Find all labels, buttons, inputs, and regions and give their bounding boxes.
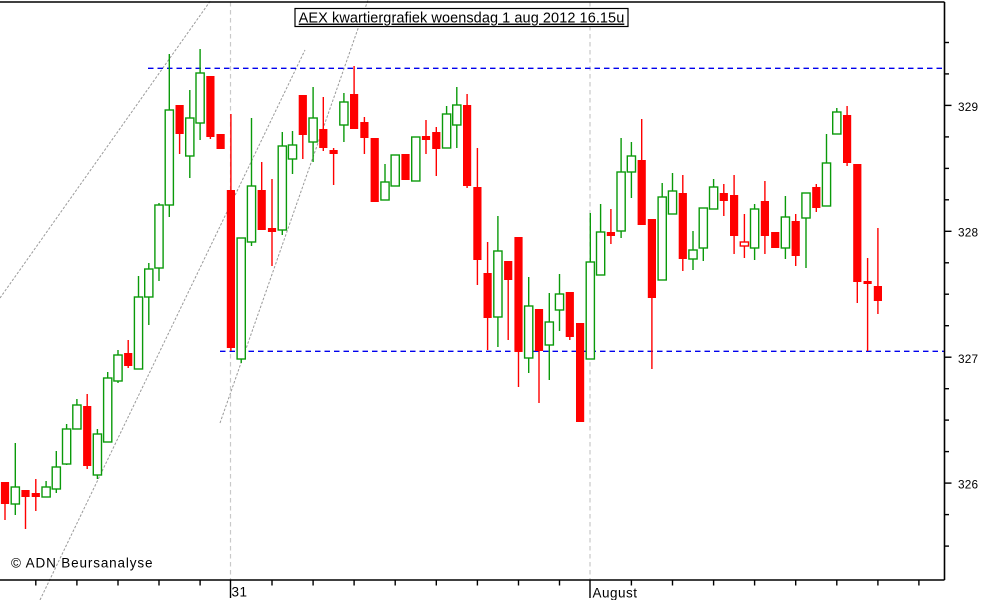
svg-text:AEX kwartiergrafiek woensdag 1: AEX kwartiergrafiek woensdag 1 aug 2012 …: [299, 11, 625, 27]
svg-text:328: 328: [958, 226, 979, 240]
svg-text:© ADN Beursanalyse: © ADN Beursanalyse: [11, 556, 153, 571]
svg-text:August: August: [593, 586, 638, 600]
svg-text:31: 31: [232, 585, 248, 600]
svg-text:329: 329: [958, 100, 978, 114]
svg-text:326: 326: [958, 478, 979, 492]
svg-text:327: 327: [958, 352, 978, 366]
